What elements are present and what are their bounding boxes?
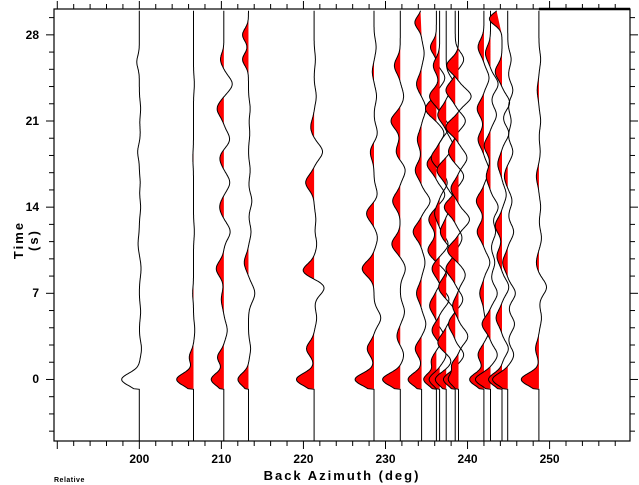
trace-242	[469, 10, 491, 441]
x-tick-label: 230	[375, 452, 396, 466]
trace-236.2	[423, 10, 447, 441]
footnote-relative: Relative	[54, 477, 85, 484]
x-tick-label: 200	[129, 452, 150, 466]
seismic-traces	[121, 10, 547, 441]
trace-244.2	[488, 10, 511, 441]
negative-lobe-fill	[382, 47, 401, 389]
trace-line	[382, 10, 406, 441]
trace-line	[237, 10, 256, 441]
x-tick-label: 220	[293, 452, 314, 466]
y-tick-label: 28	[25, 27, 39, 42]
trace-line	[295, 10, 325, 441]
x-axis-label: Back Azimuth (deg)	[263, 468, 421, 483]
negative-lobe-fill	[408, 10, 422, 389]
trace-line	[423, 10, 447, 441]
negative-lobe-fill	[443, 74, 456, 389]
y-tick-label: 7	[32, 286, 39, 301]
trace-234.4	[407, 10, 431, 441]
negative-lobe-fill	[429, 47, 440, 389]
negative-lobe-fill	[296, 112, 315, 389]
trace-line	[407, 10, 431, 441]
negative-lobe-fill	[435, 99, 447, 389]
negative-lobe-fill	[237, 19, 249, 389]
trace-248.7	[520, 10, 547, 441]
y-axis-label: Time (s)	[11, 220, 41, 260]
x-tick-label: 250	[539, 452, 560, 466]
negative-lobe-fill	[469, 28, 484, 389]
trace-line	[210, 10, 233, 441]
trace-line	[354, 10, 382, 441]
y-tick-label: 21	[25, 114, 39, 128]
plot-border	[53, 8, 631, 442]
trace-line	[474, 10, 499, 441]
trace-line	[520, 10, 547, 441]
negative-lobe-fill	[211, 45, 224, 389]
trace-line	[488, 10, 511, 441]
negative-lobe-fill	[423, 31, 437, 389]
x-tick-label: 210	[211, 452, 232, 466]
trace-236.6	[428, 10, 450, 441]
trace-206.6	[176, 10, 196, 441]
negative-lobe-fill	[521, 77, 539, 389]
trace-228.6	[354, 10, 382, 441]
trace-line	[469, 10, 491, 441]
trace-200	[121, 10, 142, 441]
trace-242.8	[474, 10, 499, 441]
negative-lobe-fill	[445, 45, 459, 389]
trace-231.8	[382, 10, 406, 441]
trace-line	[428, 10, 450, 441]
trace-line	[445, 10, 472, 441]
trace-213.3	[237, 10, 256, 441]
trace-244.9	[492, 10, 516, 441]
trace-210.3	[210, 10, 233, 441]
trace-221.3	[295, 10, 325, 441]
trace-line	[176, 10, 196, 441]
trace-238.9	[445, 10, 472, 441]
trace-line	[121, 10, 142, 441]
trace-line	[492, 10, 516, 441]
negative-lobe-fill	[176, 148, 194, 389]
y-tick-label: 0	[32, 372, 39, 387]
x-tick-label: 240	[457, 452, 478, 466]
y-tick-label: 14	[25, 200, 39, 215]
negative-lobe-fill	[355, 61, 374, 389]
